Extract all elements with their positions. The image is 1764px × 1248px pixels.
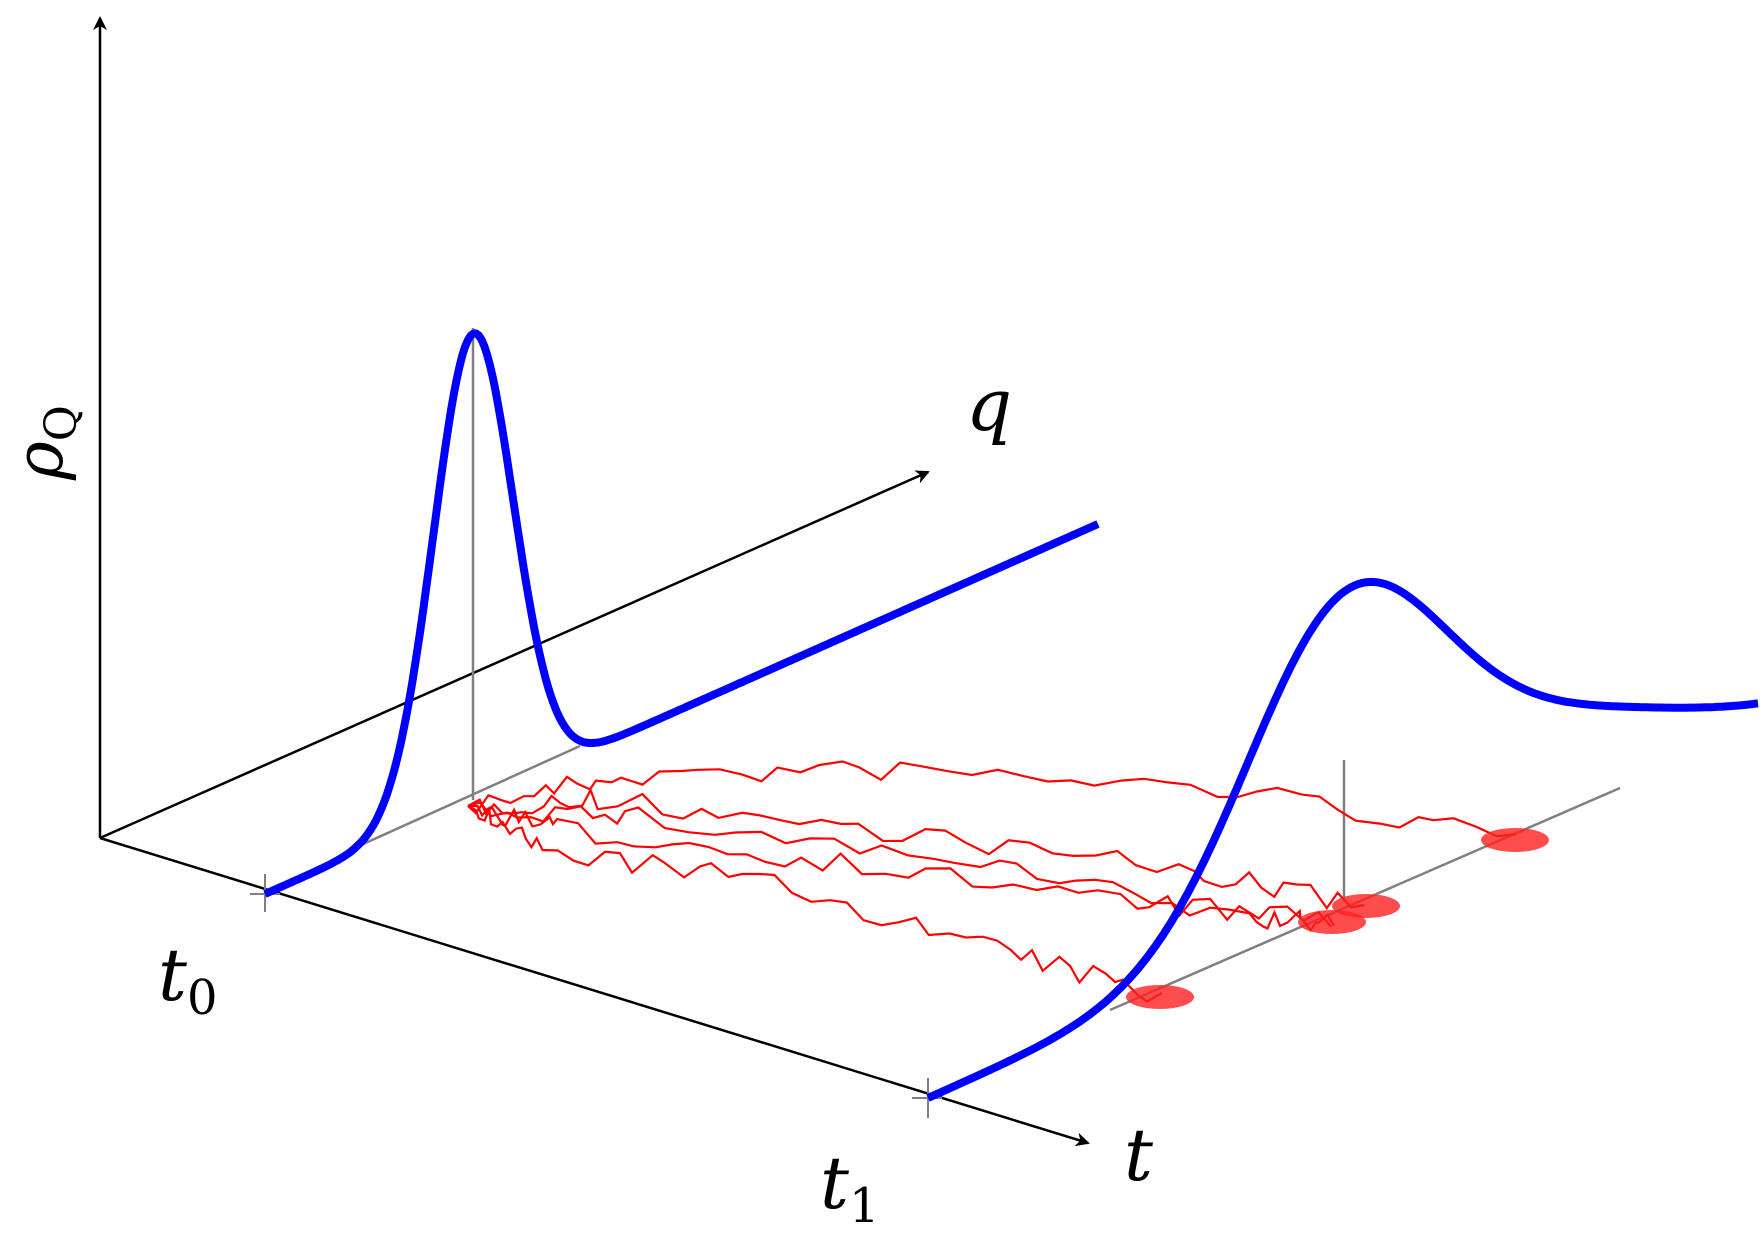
q-axis-label: q bbox=[966, 363, 1012, 447]
endpoint-marker bbox=[1481, 828, 1549, 852]
final-density-curve bbox=[926, 577, 1760, 1102]
initial-density-curve bbox=[263, 329, 1100, 898]
q-axis bbox=[99, 470, 930, 840]
endpoint-marker bbox=[1126, 985, 1194, 1009]
endpoint-marker bbox=[1332, 894, 1400, 918]
trajectory-path bbox=[467, 760, 1517, 838]
trajectories bbox=[467, 760, 1517, 1003]
vertical-axis-label: ρQ bbox=[1, 405, 87, 481]
trajectory-path bbox=[467, 805, 1163, 1003]
t-axis-label: t bbox=[1124, 1113, 1154, 1197]
t1-label: t1 bbox=[820, 1141, 879, 1234]
endpoint-markers bbox=[1126, 828, 1549, 1009]
trajectory-path bbox=[467, 801, 1335, 933]
guide-t0-q bbox=[349, 744, 581, 852]
t-ticks bbox=[250, 874, 942, 1118]
trajectory-path bbox=[467, 787, 1365, 911]
t0-label: t0 bbox=[158, 933, 217, 1026]
axes bbox=[93, 16, 1090, 1147]
